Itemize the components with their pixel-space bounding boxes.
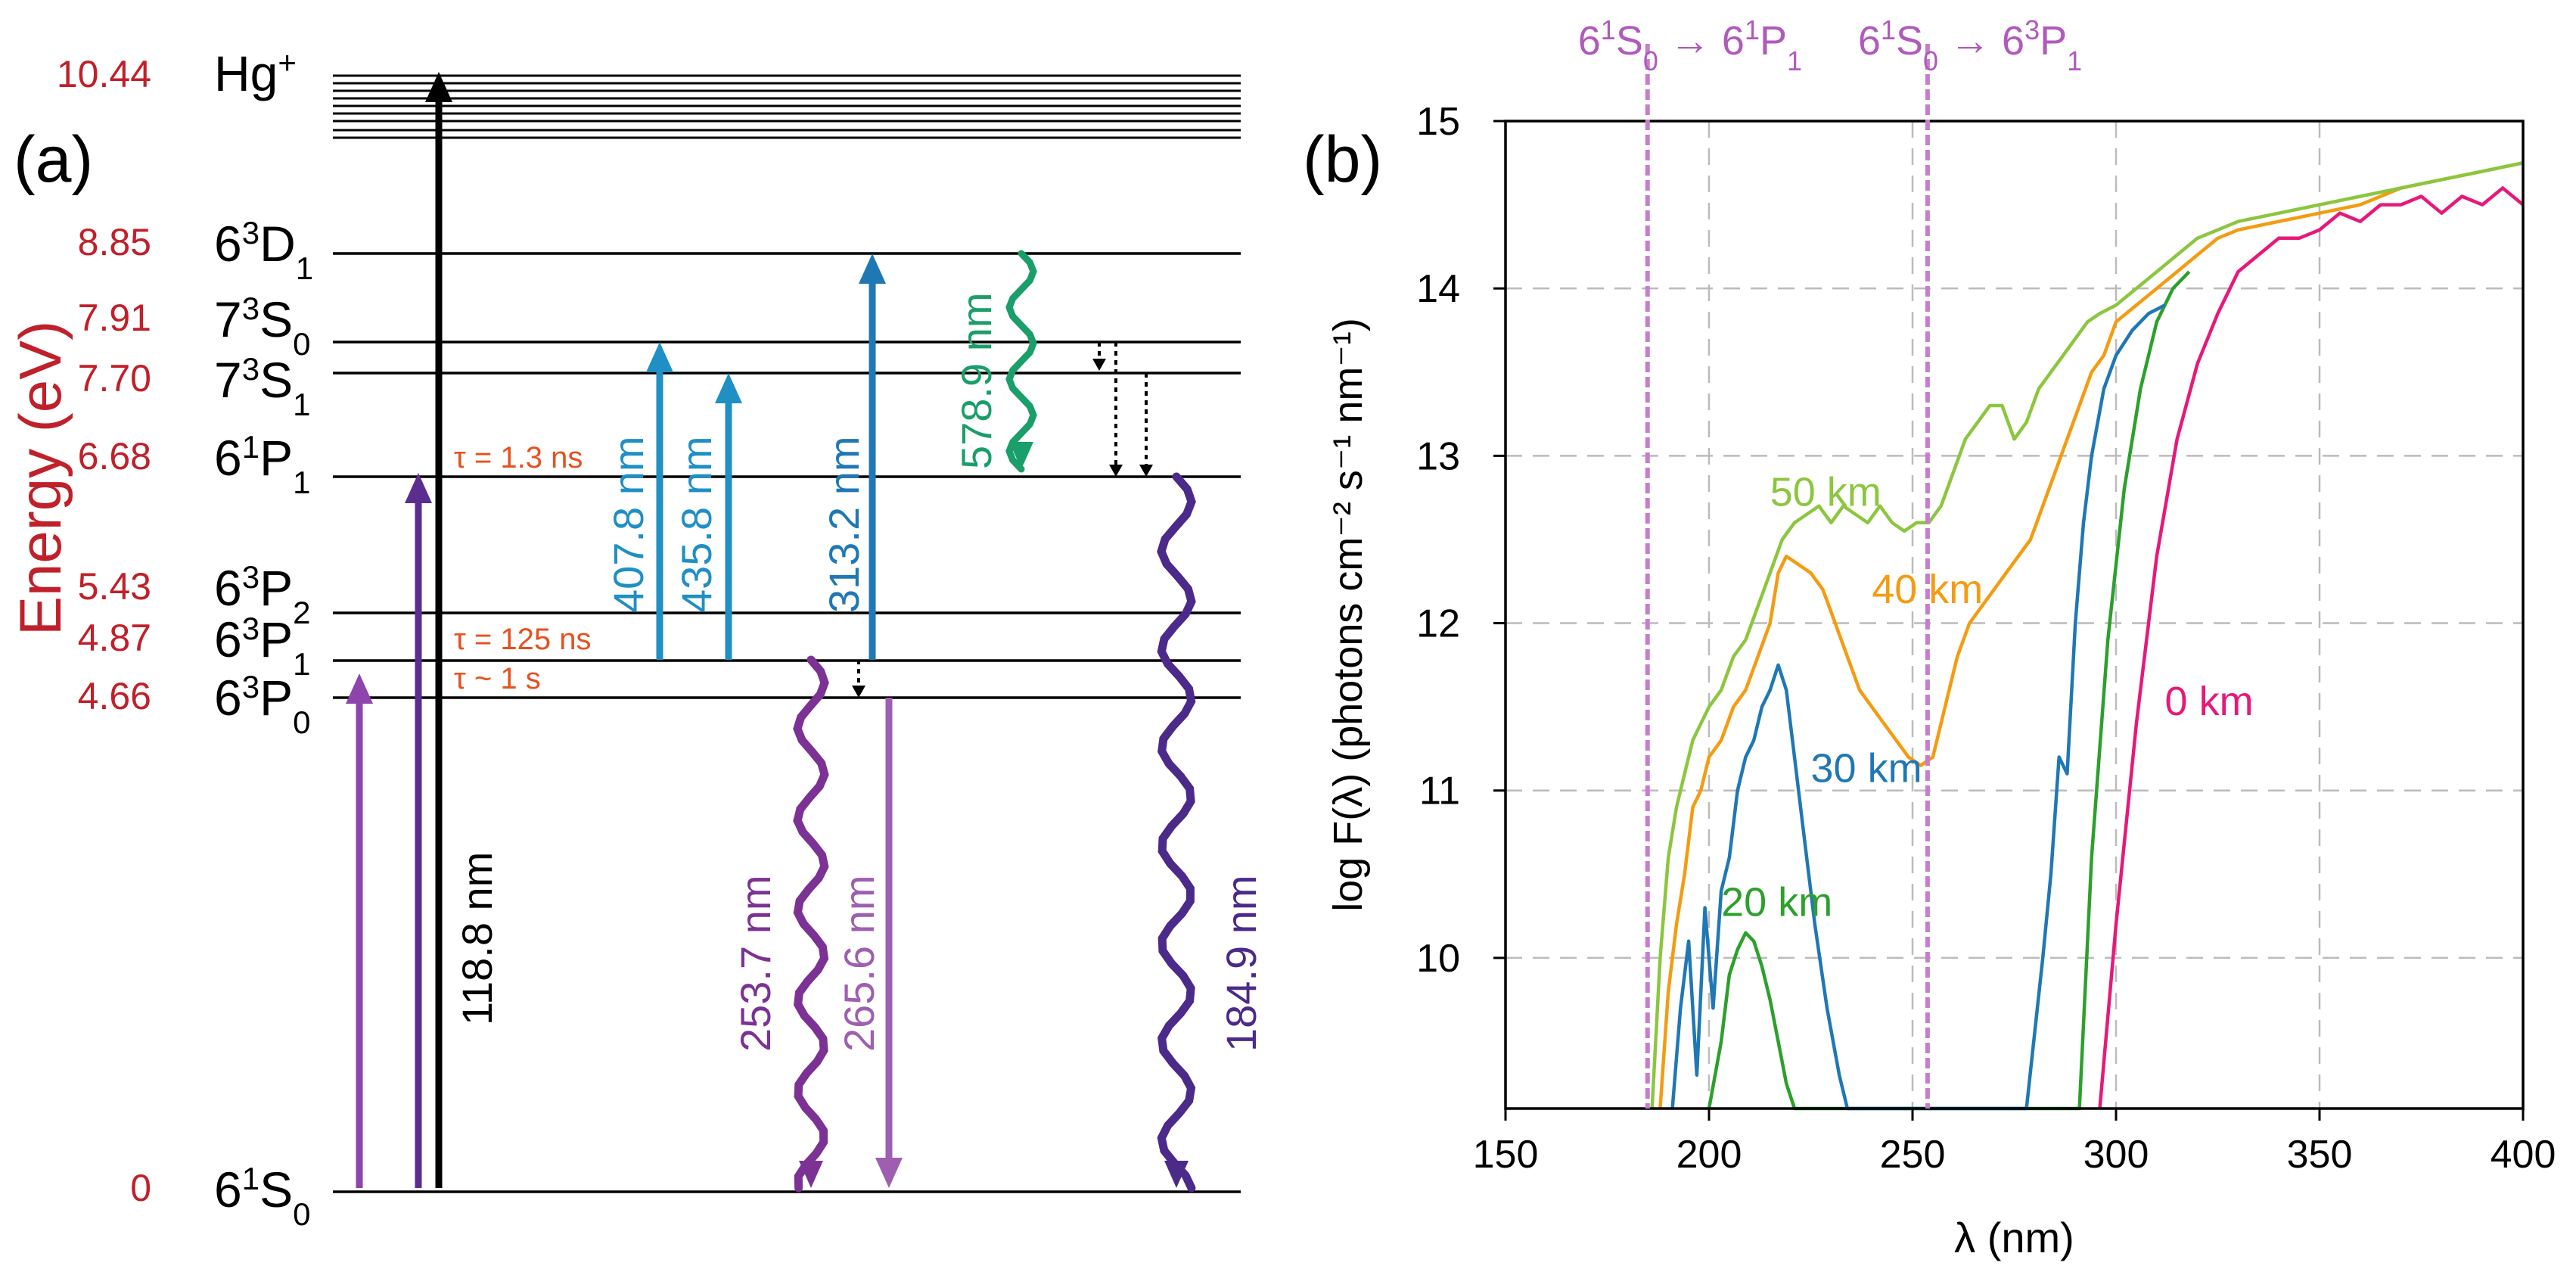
y-tick-label: 11 — [1419, 770, 1460, 813]
transition-label-313-2: 313.2 nm — [820, 437, 868, 614]
energy-value-label: 6.68 — [78, 435, 151, 477]
state-label: 73S1 — [214, 351, 310, 422]
series-label: 20 km — [1721, 880, 1832, 925]
x-tick-label: 200 — [1676, 1133, 1742, 1177]
transition-arrow-265-6 — [875, 698, 903, 1188]
transitions: 118.8 nm 407.8 nm 435.8 nm 313.2 nm 578.9 nm… — [346, 72, 1265, 1193]
transition-arrow-435-8 — [715, 373, 742, 660]
energy-value-label: 4.66 — [78, 675, 151, 717]
series-line — [1658, 161, 2524, 1109]
transition-wave-184-9 — [1157, 472, 1196, 1193]
y-tick-label: 12 — [1416, 602, 1460, 646]
series-line — [2098, 186, 2525, 1109]
x-tick-label: 300 — [2083, 1133, 2149, 1177]
resonance-label: 61S0 → 63P1 — [1858, 14, 2082, 76]
cascade-arrows — [852, 342, 1153, 698]
energy-value-label: 4.87 — [78, 617, 151, 659]
transition-label-578-9: 578.9 nm — [952, 293, 1000, 470]
energy-value-label: 0 — [130, 1167, 151, 1209]
energy-value-label: 10.44 — [57, 53, 151, 95]
panel-b-label: (b) — [1303, 123, 1382, 196]
y-tick-label: 14 — [1416, 267, 1460, 311]
transition-label-265-6: 265.6 nm — [835, 875, 883, 1053]
transition-label-435-8: 435.8 nm — [673, 437, 720, 614]
state-label: Hg+ — [214, 45, 297, 102]
lifetime-label-6-3P1: τ = 125 ns — [454, 623, 591, 656]
panel-a: (a) Energy (eV) 0 61S0 4.66 63P0 4.87 63P1 5.4… — [7, 45, 1265, 1232]
resonance-lines: 61S0 → 61P1 61S0 → 63P1 — [1578, 14, 2082, 1109]
series-line — [1650, 161, 2524, 1109]
energy-value-label: 7.70 — [78, 357, 151, 400]
x-tick-label: 400 — [2491, 1133, 2556, 1177]
series-line — [1670, 303, 2166, 1111]
energy-axis-label: Energy (eV) — [7, 321, 73, 636]
x-tick-label: 150 — [1473, 1133, 1539, 1177]
transition-label-407-8: 407.8 nm — [604, 437, 652, 614]
transition-wave-578-9 — [1005, 250, 1037, 473]
state-label: 63P0 — [214, 669, 310, 740]
series-line — [1707, 270, 2191, 1111]
state-label: 73S0 — [214, 291, 310, 362]
series-label: 30 km — [1811, 746, 1922, 791]
y-tick-label: 10 — [1416, 937, 1460, 981]
y-tick-label: 13 — [1416, 434, 1460, 478]
excitation-arrow-6-1P1 — [405, 473, 432, 1188]
energy-value-label: 8.85 — [78, 221, 151, 263]
state-label: 61P1 — [214, 429, 310, 500]
energy-value-label: 5.43 — [78, 565, 151, 608]
lifetime-label-6-1P1: τ = 1.3 ns — [454, 441, 583, 474]
series-label: 0 km — [2165, 679, 2254, 724]
panel-b: (b) 150 200 250 300 350 400 10 11 12 13 14 15 λ (nm)… — [1303, 14, 2556, 1262]
x-tick-label: 350 — [2287, 1133, 2353, 1177]
transition-arrow-313-2 — [859, 253, 886, 660]
transition-arrow-118-8 — [425, 72, 452, 1188]
state-label: 63P1 — [214, 611, 310, 682]
transition-label-118-8: 118.8 nm — [453, 852, 501, 1025]
transition-arrow-407-8 — [646, 342, 673, 660]
x-tick-label: 250 — [1880, 1133, 1946, 1177]
x-axis-label: λ (nm) — [1954, 1214, 2074, 1261]
state-label: 63P2 — [214, 559, 310, 630]
flux-chart: 150 200 250 300 350 400 10 11 12 13 14 15 λ (nm) log … — [1325, 100, 2556, 1261]
state-label: 61S0 — [214, 1161, 310, 1232]
y-axis-label: log F(λ) (photons cm⁻² s⁻¹ nm⁻¹) — [1325, 318, 1371, 912]
series-label: 50 km — [1770, 470, 1882, 515]
ionization-continuum — [333, 74, 1241, 139]
y-tick-label: 15 — [1416, 100, 1460, 144]
panel-a-label: (a) — [14, 123, 93, 196]
resonance-label: 61S0 → 61P1 — [1578, 14, 1802, 76]
transition-label-253-7: 253.7 nm — [732, 875, 779, 1053]
state-label: 63D1 — [214, 215, 313, 286]
transition-label-184-9: 184.9 nm — [1217, 875, 1265, 1053]
energy-value-label: 7.91 — [78, 297, 151, 339]
plot-frame — [1504, 120, 2525, 1110]
energy-levels: 0 61S0 4.66 63P0 4.87 63P1 5.43 63P2 6.68 61P1 7.7… — [57, 45, 1241, 1232]
transition-wave-253-7 — [793, 655, 829, 1193]
excitation-arrow-6-3P1 — [346, 673, 373, 1188]
lifetime-label-6-3P0: τ ~ 1 s — [454, 662, 541, 695]
